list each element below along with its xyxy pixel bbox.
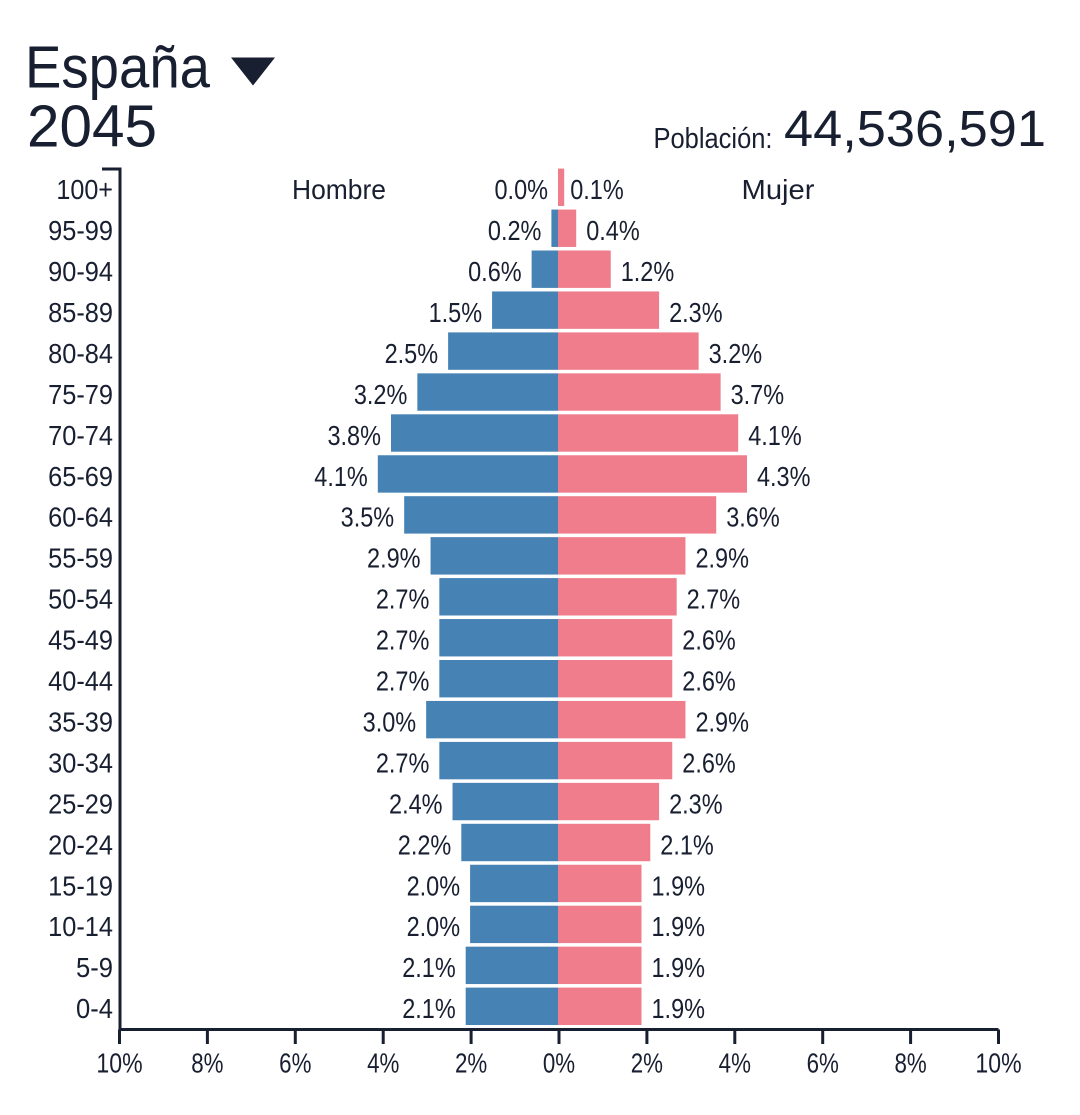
svg-text:2.6%: 2.6%: [682, 625, 736, 656]
svg-text:2.0%: 2.0%: [407, 870, 461, 901]
svg-text:2.7%: 2.7%: [687, 584, 741, 615]
svg-text:80-84: 80-84: [48, 338, 113, 369]
svg-text:2.7%: 2.7%: [376, 625, 430, 656]
svg-text:2.1%: 2.1%: [402, 993, 456, 1024]
svg-text:0-4: 0-4: [76, 993, 113, 1024]
svg-text:10%: 10%: [975, 1048, 1021, 1079]
svg-text:2.6%: 2.6%: [682, 666, 736, 697]
svg-text:2.4%: 2.4%: [389, 788, 443, 819]
svg-text:45-49: 45-49: [48, 625, 113, 656]
svg-text:0.2%: 0.2%: [488, 215, 542, 246]
svg-text:5-9: 5-9: [76, 952, 113, 983]
svg-text:2.3%: 2.3%: [669, 297, 723, 328]
svg-text:2045: 2045: [27, 94, 157, 160]
svg-text:2%: 2%: [631, 1048, 663, 1079]
svg-text:2.9%: 2.9%: [367, 543, 421, 574]
svg-text:0.6%: 0.6%: [468, 256, 522, 287]
svg-text:2.2%: 2.2%: [398, 829, 452, 860]
svg-text:95-99: 95-99: [48, 215, 113, 246]
svg-text:8%: 8%: [894, 1048, 926, 1079]
svg-text:2.5%: 2.5%: [385, 338, 439, 369]
svg-text:50-54: 50-54: [48, 584, 113, 615]
svg-text:Población:: Población:: [654, 123, 773, 155]
svg-text:3.8%: 3.8%: [327, 420, 381, 451]
svg-text:2.7%: 2.7%: [376, 747, 430, 778]
svg-text:Hombre: Hombre: [292, 174, 386, 205]
svg-text:30-34: 30-34: [48, 747, 113, 778]
svg-text:0.1%: 0.1%: [570, 174, 624, 205]
svg-text:44,536,591: 44,536,591: [784, 100, 1046, 157]
svg-text:Mujer: Mujer: [742, 174, 815, 205]
svg-text:1.9%: 1.9%: [652, 870, 706, 901]
svg-text:1.5%: 1.5%: [429, 297, 483, 328]
svg-text:4.3%: 4.3%: [757, 461, 811, 492]
svg-text:20-24: 20-24: [48, 829, 113, 860]
svg-text:2.1%: 2.1%: [660, 829, 714, 860]
svg-text:2.1%: 2.1%: [402, 952, 456, 983]
svg-text:3.5%: 3.5%: [341, 502, 395, 533]
svg-text:0%: 0%: [543, 1048, 575, 1079]
svg-text:3.6%: 3.6%: [726, 502, 780, 533]
svg-text:25-29: 25-29: [48, 788, 113, 819]
svg-text:10-14: 10-14: [48, 911, 113, 942]
svg-text:60-64: 60-64: [48, 502, 113, 533]
svg-text:2.7%: 2.7%: [376, 584, 430, 615]
svg-text:0.0%: 0.0%: [495, 174, 549, 205]
svg-text:4.1%: 4.1%: [314, 461, 368, 492]
svg-text:8%: 8%: [191, 1048, 223, 1079]
svg-text:4%: 4%: [367, 1048, 399, 1079]
svg-text:3.2%: 3.2%: [354, 379, 408, 410]
svg-text:55-59: 55-59: [48, 543, 113, 574]
svg-text:90-94: 90-94: [48, 256, 113, 287]
svg-text:2.6%: 2.6%: [682, 747, 736, 778]
svg-text:0.4%: 0.4%: [586, 215, 640, 246]
svg-text:4%: 4%: [719, 1048, 751, 1079]
svg-text:1.9%: 1.9%: [652, 993, 706, 1024]
svg-text:2.7%: 2.7%: [376, 666, 430, 697]
svg-text:1.9%: 1.9%: [652, 952, 706, 983]
svg-text:3.0%: 3.0%: [363, 706, 417, 737]
svg-text:4.1%: 4.1%: [748, 420, 802, 451]
svg-text:2.3%: 2.3%: [669, 788, 723, 819]
svg-text:6%: 6%: [807, 1048, 839, 1079]
svg-text:85-89: 85-89: [48, 297, 113, 328]
svg-text:España: España: [25, 35, 210, 101]
svg-text:3.2%: 3.2%: [709, 338, 763, 369]
svg-text:65-69: 65-69: [48, 461, 113, 492]
svg-text:100+: 100+: [56, 174, 113, 205]
svg-text:2.9%: 2.9%: [695, 543, 749, 574]
svg-text:2%: 2%: [455, 1048, 487, 1079]
svg-text:3.7%: 3.7%: [731, 379, 785, 410]
svg-text:10%: 10%: [96, 1048, 142, 1079]
svg-text:75-79: 75-79: [48, 379, 113, 410]
svg-text:70-74: 70-74: [48, 420, 113, 451]
svg-text:15-19: 15-19: [48, 870, 113, 901]
svg-text:6%: 6%: [279, 1048, 311, 1079]
svg-text:40-44: 40-44: [48, 666, 113, 697]
svg-text:2.0%: 2.0%: [407, 911, 461, 942]
svg-text:35-39: 35-39: [48, 706, 113, 737]
svg-text:2.9%: 2.9%: [695, 706, 749, 737]
svg-text:1.9%: 1.9%: [652, 911, 706, 942]
svg-text:1.2%: 1.2%: [621, 256, 675, 287]
